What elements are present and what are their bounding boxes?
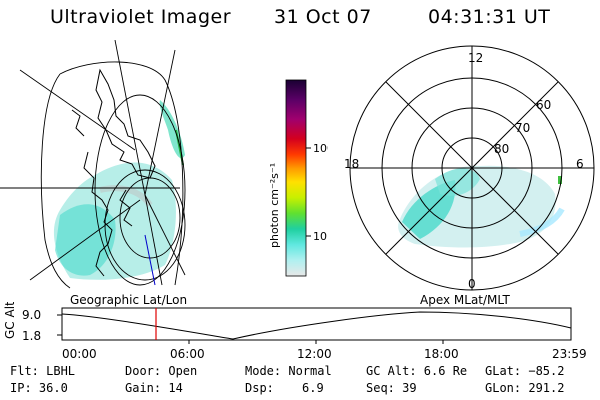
time-tick-1200: 12:00 (297, 347, 332, 361)
time-tick-1800: 18:00 (424, 347, 459, 361)
satellite-track (144, 234, 156, 286)
mlt-label-6: 6 (576, 157, 584, 171)
time-tick-0000: 00:00 (62, 347, 97, 361)
polar-grid (349, 45, 595, 291)
altitude-ylabel: GC Alt (3, 302, 17, 339)
mlt-label-0: 0 (468, 277, 476, 291)
filter-status: Flt: LBHL (10, 364, 76, 378)
gc-alt-status: GC Alt: 6.6 Re (366, 364, 468, 378)
intensity-colorbar: 100 10 photon cm⁻²s⁻¹ (268, 79, 328, 277)
geographic-map (0, 40, 186, 289)
dsp-value: 6.9 (302, 381, 324, 395)
coastlines (71, 68, 156, 277)
colorbar-tick-100: 100 (313, 142, 328, 155)
instrument-title: Ultraviolet Imager (50, 6, 232, 28)
altitude-ytick-1-8: 1.8 (22, 329, 41, 343)
apex-panel-label: Apex MLat/MLT (420, 293, 510, 307)
mlat-label-70: 70 (515, 121, 530, 135)
glon-status: GLon: 291.2 (485, 381, 565, 395)
mlat-label-60: 60 (536, 98, 551, 112)
polar-auroral-oval (398, 165, 565, 248)
dsp-label: Dsp: (245, 381, 274, 395)
ip-status: IP: 36.0 (10, 381, 68, 395)
door-status: Door: Open (125, 364, 198, 378)
altitude-curve (61, 311, 572, 340)
colorbar-gradient (285, 79, 307, 277)
date-label: 31 Oct 07 (274, 6, 372, 28)
polar-mlat-mlt-plot: 12 18 6 0 60 70 80 (344, 45, 595, 291)
geographic-grid (0, 40, 186, 289)
time-label: 04:31:31 UT (428, 6, 551, 28)
mlat-label-80: 80 (494, 142, 509, 156)
colorbar-unit-label: photon cm⁻²s⁻¹ (268, 163, 281, 248)
altitude-ytick-9: 9.0 (22, 308, 41, 322)
colorbar-tick-10: 10 (313, 230, 327, 243)
time-tick-0600: 06:00 (170, 347, 205, 361)
mlt-label-18: 18 (344, 157, 359, 171)
glat-status: GLat: −85.2 (485, 364, 565, 378)
altitude-timeline-plot: GC Alt 9.0 1.8 00:00 06:00 12:00 18:00 2… (3, 302, 587, 361)
gain-status: Gain: 14 (125, 381, 183, 395)
time-tick-2359: 23:59 (552, 347, 587, 361)
mode-status: Mode: Normal (245, 364, 332, 378)
mlt-label-12: 12 (468, 51, 483, 65)
seq-status: Seq: 39 (366, 381, 417, 395)
geographic-panel-label: Geographic Lat/Lon (70, 293, 188, 307)
